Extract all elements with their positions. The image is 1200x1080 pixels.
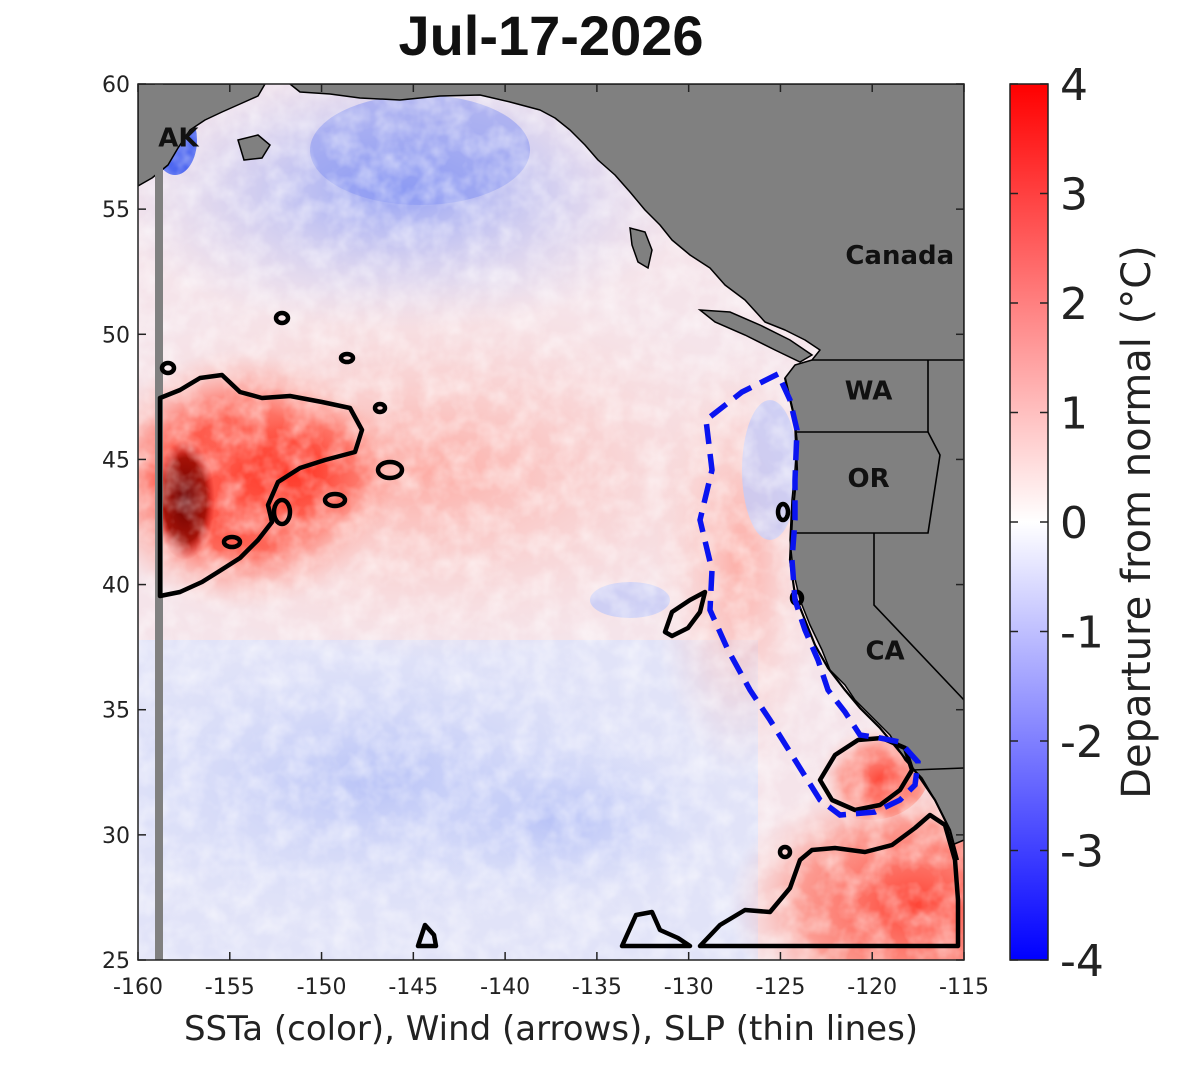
heatwave-blob-4 (273, 310, 291, 326)
place-labels: AK Canada WA OR CA (158, 124, 954, 667)
y-tick-label: 55 (102, 198, 130, 223)
colorbar-tick-label: -3 (1060, 827, 1104, 878)
colorbar-tick-label: 3 (1060, 170, 1088, 221)
place-label-or: OR (847, 464, 889, 494)
y-tick-label: 45 (102, 448, 130, 473)
colorbar-tick-label: 1 (1060, 389, 1088, 440)
heatwave-contour-south-a (619, 909, 693, 949)
colorbar-tick-label: -2 (1060, 717, 1104, 768)
coastal-core-contour (697, 370, 921, 818)
axes-frame (137, 83, 965, 961)
heatwave-contours (157, 310, 961, 949)
heatwave-contour-southeast (697, 812, 961, 949)
colorbar-tick-label: 4 (1060, 60, 1088, 111)
colorbar-tick-label: -4 (1060, 936, 1104, 987)
y-axis-ticks: 25 30 35 40 45 50 55 60 (102, 73, 964, 974)
place-label-ak: AK (158, 124, 199, 154)
x-tick-label: -160 (113, 975, 163, 1000)
y-tick-label: 50 (102, 323, 130, 348)
x-tick-label: -135 (572, 975, 622, 1000)
x-tick-label: -145 (388, 975, 438, 1000)
y-tick-label: 35 (102, 699, 130, 724)
heatwave-blob-1 (375, 459, 405, 481)
place-label-wa: WA (845, 376, 893, 406)
heatwave-contour-baja (817, 735, 915, 813)
x-tick-label: -150 (297, 975, 347, 1000)
x-axis-ticks: -160 -155 -150 -145 -140 -135 -130 -125 -120 -115 (113, 84, 989, 1000)
heatwave-blob-6 (372, 401, 388, 415)
heatwave-blob-11 (777, 844, 793, 860)
x-tick-label: -140 (480, 975, 530, 1000)
y-tick-label: 30 (102, 824, 130, 849)
figure-title: Jul-17-2026 (398, 4, 703, 67)
heatwave-blob-9 (775, 501, 791, 523)
colorbar-ticks: 4 3 2 1 0 -1 -2 -3 -4 (1010, 60, 1104, 987)
land-north-america (289, 84, 964, 846)
x-tick-label: -115 (939, 975, 989, 1000)
y-tick-label: 60 (102, 73, 130, 98)
land-kodiak (237, 134, 271, 161)
heatwave-contour-south-b (415, 922, 439, 949)
place-label-canada: Canada (845, 241, 954, 271)
y-tick-label: 25 (102, 949, 130, 974)
heatwave-blob-2 (322, 491, 348, 509)
map-panel (138, 84, 964, 960)
x-tick-label: -155 (205, 975, 255, 1000)
heatwave-blob-7 (159, 360, 177, 376)
colorbar-tick-label: 2 (1060, 279, 1088, 330)
colorbar-label: Departure from normal (°C) (1114, 245, 1160, 799)
x-tick-label: -130 (664, 975, 714, 1000)
land-vancouver-island (697, 309, 814, 363)
x-tick-label: -120 (847, 975, 897, 1000)
heatwave-contour-west (157, 372, 365, 599)
land-alaska-peninsula (138, 84, 266, 187)
x-axis-label: SSTa (color), Wind (arrows), SLP (thin l… (184, 1009, 918, 1049)
place-label-ca: CA (865, 637, 904, 667)
y-tick-label: 40 (102, 574, 130, 599)
colorbar-tick-label: -1 (1060, 608, 1104, 659)
land-haida-gwaii (629, 226, 653, 270)
heatwave-blob-3 (271, 497, 293, 527)
heatwave-blob-5 (338, 351, 356, 365)
colorbar-tick-label: 0 (1060, 498, 1088, 549)
state-borders (792, 359, 964, 771)
heatwave-blob-8 (221, 534, 243, 550)
x-tick-label: -125 (755, 975, 805, 1000)
heatwave-contour-offshore (662, 589, 708, 639)
